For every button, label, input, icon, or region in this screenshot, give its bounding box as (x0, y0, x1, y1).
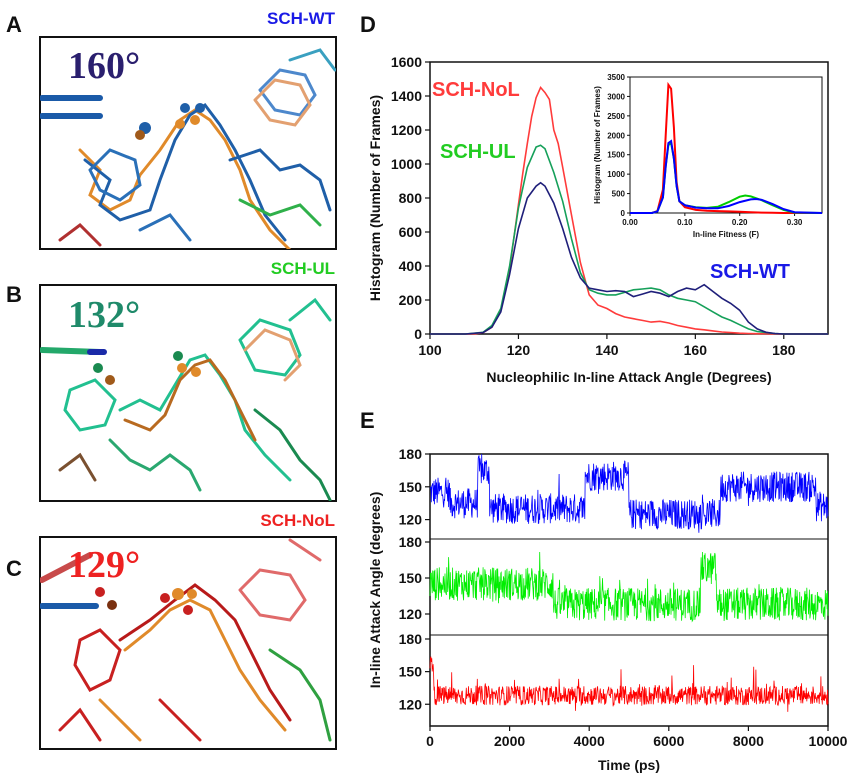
x-tick-label: 160 (684, 342, 708, 358)
panel-d-letter: D (360, 12, 376, 37)
inset-y-tick-label: 2500 (607, 112, 625, 121)
trace-sch-ul (429, 551, 829, 623)
inset-series-sch-wt (630, 139, 823, 214)
x-tick-label: 0 (426, 733, 434, 749)
y-tick-label: 150 (399, 664, 423, 680)
x-tick-label: 4000 (574, 733, 605, 749)
inset-x-tick-label: 0.20 (732, 218, 748, 227)
inset-y-tick-label: 2000 (607, 131, 625, 140)
y-tick-label: 1000 (391, 156, 422, 172)
inset-y-tick-label: 500 (612, 190, 626, 199)
y-tick-label: 0 (414, 326, 422, 342)
y-tick-label: 1200 (391, 122, 422, 138)
y-tick-label: 120 (399, 696, 423, 712)
inset-ylabel: Histogram (Number of Frames) (593, 86, 602, 204)
panel-c-title: SCH-NoL (260, 511, 335, 530)
chart-e: 180 150 120 180 150 120 180 150 120 0 2000 4000 6000… (367, 446, 848, 773)
y-tick-label: 600 (399, 224, 423, 240)
inset-xlabel: In-line Fitness (F) (693, 230, 760, 239)
x-tick-label: 120 (507, 342, 531, 358)
panel-b-angle: 132° (68, 294, 140, 336)
inset-y-tick-label: 0 (621, 209, 626, 218)
y-tick-label: 180 (399, 446, 423, 462)
y-tick-label: 1400 (391, 88, 422, 104)
trace-sch-nol (429, 656, 829, 712)
chart-d-ylabel: Histogram (Number of Frames) (367, 95, 383, 301)
inset-series-sch-nol (630, 81, 822, 214)
inset-x-tick-label: 0.00 (622, 218, 638, 227)
x-tick-label: 140 (595, 342, 619, 358)
y-tick-label: 120 (399, 606, 423, 622)
y-tick-label: 400 (399, 258, 423, 274)
y-tick-label: 200 (399, 292, 423, 308)
chart-e-ylabel: In-line Attack Angle (degrees) (367, 492, 383, 689)
panel-a-title: SCH-WT (267, 9, 336, 28)
y-tick-label: 150 (399, 479, 423, 495)
chart-e-xlabel: Time (ps) (598, 757, 660, 773)
series-label-sch-nol: SCH-NoL (432, 79, 520, 101)
panel-a-letter: A (6, 12, 22, 37)
y-tick-label: 180 (399, 631, 423, 647)
y-tick-label: 120 (399, 512, 423, 528)
panel-e-letter: E (360, 408, 375, 433)
panel-b-title: SCH-UL (271, 259, 335, 278)
series-line-sch-nol (430, 86, 828, 335)
panel-c-structure (39, 536, 337, 750)
series-line-sch-wt (430, 181, 828, 335)
panel-c-angle: 129° (68, 544, 140, 586)
panel-b-structure (39, 284, 337, 502)
panel-b-letter: B (6, 282, 22, 307)
panel-a-angle: 160° (68, 45, 140, 87)
inset-x-tick-label: 0.30 (787, 218, 803, 227)
y-tick-label: 800 (399, 190, 423, 206)
chart-d: 100 120 140 160 180 0 200 400 600 800 1000 1200 1400… (367, 54, 829, 385)
y-tick-label: 1600 (391, 54, 422, 70)
y-tick-label: 180 (399, 534, 423, 550)
inset-frame (629, 76, 823, 214)
inset-y-tick-label: 1500 (607, 151, 625, 160)
x-tick-label: 6000 (653, 733, 684, 749)
panel-c-letter: C (6, 556, 22, 581)
trace-sch-wt (429, 453, 829, 533)
inset-y-tick-label: 3000 (607, 92, 625, 101)
inset-y-tick-label: 3500 (607, 73, 625, 82)
x-tick-label: 2000 (494, 733, 525, 749)
x-tick-label: 10000 (809, 733, 848, 749)
series-label-sch-ul: SCH-UL (440, 141, 516, 163)
series-label-sch-wt: SCH-WT (710, 261, 790, 283)
x-tick-label: 180 (772, 342, 796, 358)
inset-x-tick-label: 0.10 (677, 218, 693, 227)
x-tick-label: 8000 (733, 733, 764, 749)
y-tick-label: 150 (399, 570, 423, 586)
chart-d-xlabel: Nucleophilic In-line Attack Angle (Degre… (486, 369, 771, 385)
x-tick-label: 100 (418, 342, 442, 358)
inset-y-tick-label: 1000 (607, 170, 625, 179)
panel-a-structure (39, 36, 337, 250)
